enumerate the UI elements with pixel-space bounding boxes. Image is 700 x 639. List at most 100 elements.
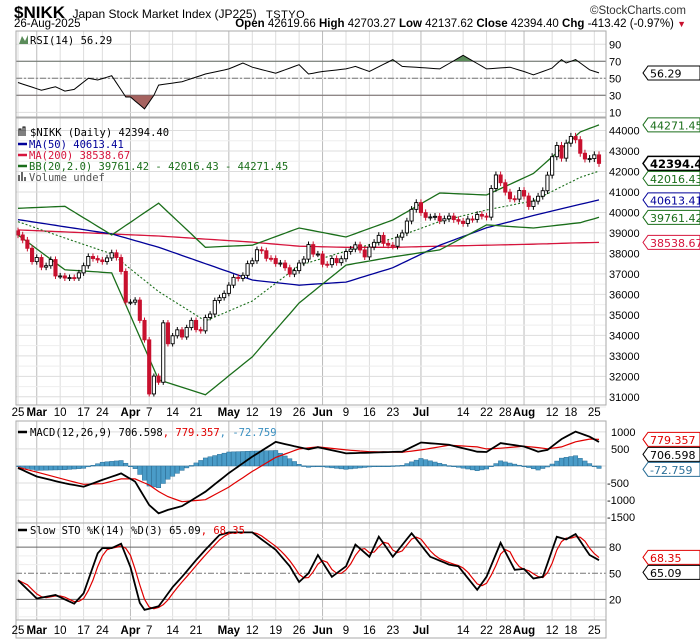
candle-up bbox=[531, 200, 536, 207]
date-axis-label: 24 bbox=[96, 407, 109, 419]
macd-histogram-bar bbox=[24, 465, 30, 469]
candle-down bbox=[320, 253, 325, 265]
copyright[interactable]: ©StockCharts.com bbox=[589, 5, 686, 17]
macd-histogram-bar bbox=[502, 461, 508, 467]
macd-histogram-bar bbox=[43, 465, 49, 471]
rsi-axis-label: 90 bbox=[609, 39, 621, 51]
date-axis-label: May bbox=[218, 625, 241, 637]
macd-histogram-bar bbox=[277, 452, 283, 467]
macd-histogram-bar bbox=[535, 465, 541, 471]
candle-up bbox=[404, 220, 409, 234]
candle-down bbox=[268, 257, 274, 260]
candle-down bbox=[259, 249, 264, 252]
date-axis-label: 9 bbox=[343, 625, 349, 637]
date-axis-label: 22 bbox=[480, 407, 493, 419]
bb-middle-tag: 42016.43 bbox=[650, 173, 700, 186]
candle-down bbox=[437, 215, 442, 222]
open-label: Open bbox=[235, 18, 265, 30]
candle-up bbox=[133, 299, 138, 303]
candle-up bbox=[315, 253, 320, 256]
candle-down bbox=[198, 329, 203, 332]
date-axis-label: 10 bbox=[54, 407, 67, 419]
candle-icon bbox=[18, 126, 26, 136]
candle-down bbox=[507, 191, 513, 200]
macd-histogram-bar bbox=[399, 465, 405, 467]
high-label: High bbox=[319, 18, 345, 30]
chg-label: Chg bbox=[562, 18, 585, 30]
macd-histogram-bar bbox=[320, 465, 326, 468]
date-axis-label: 18 bbox=[564, 625, 577, 637]
candle-up bbox=[58, 275, 63, 278]
macd-histogram-bar bbox=[554, 460, 560, 467]
macd-histogram-bar bbox=[563, 457, 569, 467]
macd-histogram-bar bbox=[376, 465, 382, 468]
macd-hist-tag-box bbox=[642, 461, 700, 477]
candle-up bbox=[208, 313, 213, 318]
date-axis-label: 17 bbox=[77, 625, 90, 637]
ma50-legend: MA(50) 40613.41 bbox=[29, 139, 124, 151]
ma50-tag: 40613.41 bbox=[650, 194, 700, 207]
macd-histogram-bar bbox=[418, 458, 424, 467]
macd-histogram-bar bbox=[221, 452, 227, 467]
macd-histogram-bar bbox=[306, 465, 311, 468]
candle-up bbox=[175, 329, 180, 337]
candle-down bbox=[20, 234, 25, 241]
macd-histogram-bar bbox=[174, 465, 180, 474]
macd-histogram-bar bbox=[540, 465, 546, 469]
candle-down bbox=[456, 219, 461, 222]
candle-down bbox=[156, 375, 161, 383]
price-axis-label: 36000 bbox=[609, 289, 640, 301]
candle-down bbox=[165, 322, 170, 345]
date-axis-label: 22 bbox=[480, 625, 493, 637]
date-axis-label: Jun bbox=[312, 407, 332, 419]
macd-histogram-bar bbox=[85, 465, 91, 468]
candle-down bbox=[119, 257, 124, 272]
rsi-axis-label: 70 bbox=[609, 56, 621, 68]
candle-up bbox=[292, 270, 297, 275]
macd-histogram-bar bbox=[596, 465, 602, 469]
candle-up bbox=[367, 246, 372, 258]
candle-up bbox=[76, 272, 81, 279]
candle-down bbox=[283, 262, 288, 269]
bb-lower-line bbox=[17, 216, 600, 396]
candle-down bbox=[193, 319, 199, 331]
candle-up bbox=[128, 301, 133, 304]
close-price-tag-box bbox=[642, 155, 700, 172]
date-axis-label: 23 bbox=[386, 407, 399, 419]
close-price-tag: 42394.40 bbox=[650, 157, 700, 171]
date-axis-label: Aug bbox=[513, 407, 535, 419]
candle-up bbox=[226, 284, 231, 294]
candle-down bbox=[596, 154, 602, 164]
open-value: 42619.66 bbox=[267, 18, 316, 30]
date-axis-label: 21 bbox=[190, 625, 203, 637]
candle-down bbox=[147, 339, 152, 395]
candle-up bbox=[189, 319, 194, 329]
date-axis-label: Aug bbox=[513, 625, 535, 637]
candle-up bbox=[109, 252, 114, 259]
candle-down bbox=[498, 174, 503, 184]
candle-up bbox=[34, 257, 39, 263]
macd-tag-box bbox=[642, 446, 700, 462]
macd-histogram-bar bbox=[324, 465, 330, 468]
date-axis-label: 19 bbox=[269, 625, 282, 637]
date-axis-label: 25 bbox=[588, 625, 601, 637]
rsi-legend: RSI(14) 56.29 bbox=[30, 35, 112, 47]
macd-histogram-bar bbox=[254, 450, 260, 467]
macd-histogram-bar bbox=[226, 451, 232, 467]
down-triangle-icon: ▼ bbox=[677, 19, 686, 29]
rsi-axis-label: 10 bbox=[609, 107, 621, 119]
high-value: 42703.27 bbox=[347, 18, 396, 30]
candle-down bbox=[72, 277, 77, 280]
macd-signal-tag-box bbox=[642, 431, 700, 447]
candle-up bbox=[587, 158, 592, 161]
macd-histogram-bar bbox=[287, 458, 293, 467]
sto-k-line bbox=[17, 531, 600, 611]
macd-histogram-bar bbox=[437, 462, 443, 467]
candle-up bbox=[400, 232, 405, 238]
macd-tag: 706.598 bbox=[650, 449, 696, 462]
candle-down bbox=[582, 152, 587, 160]
macd-histogram-bar bbox=[282, 455, 288, 467]
macd-histogram-bar bbox=[338, 465, 344, 470]
macd-axis-label: -1000 bbox=[607, 495, 635, 507]
